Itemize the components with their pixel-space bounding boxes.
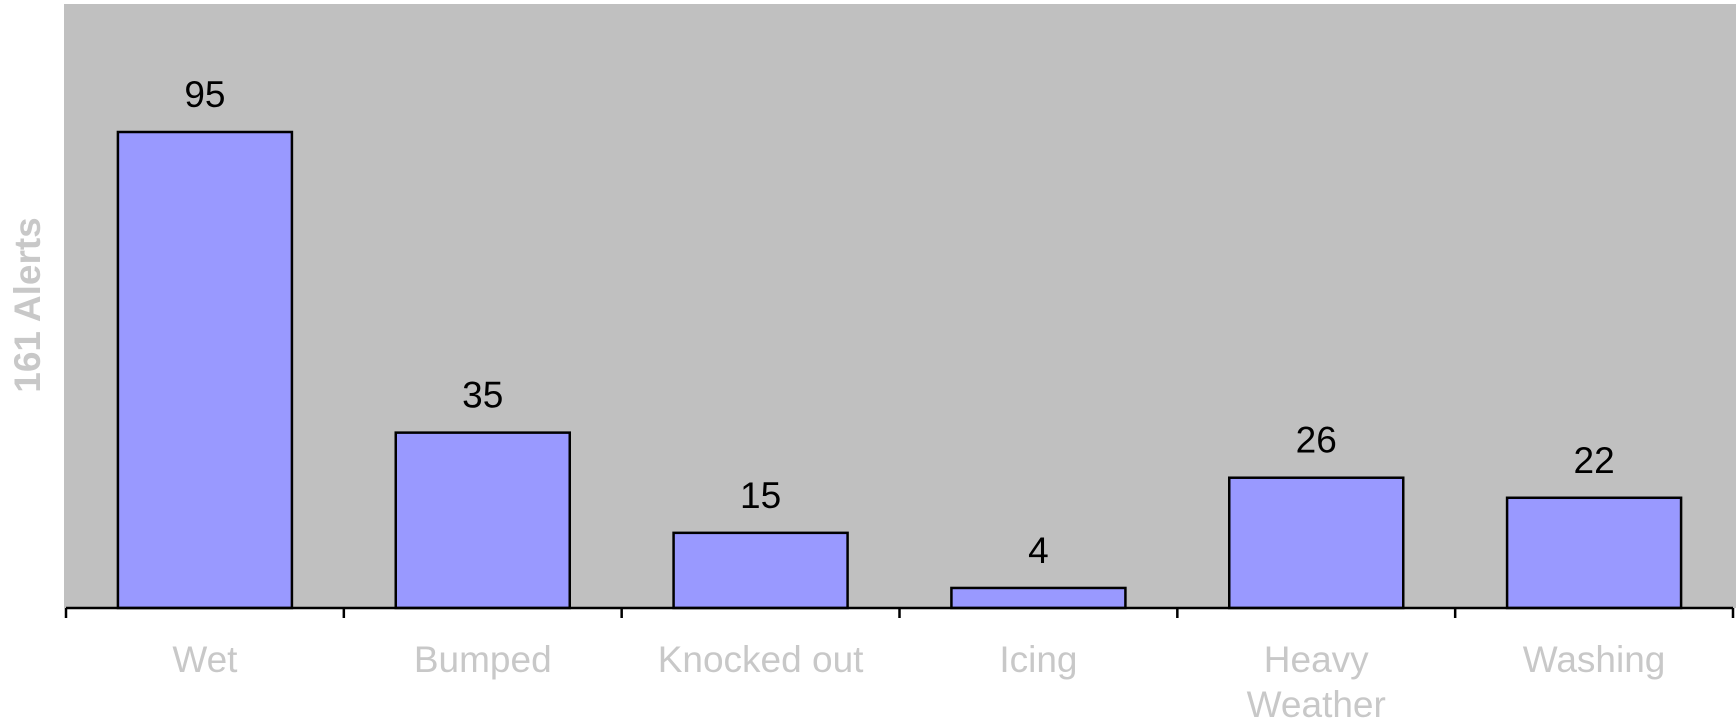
x-axis-ticks xyxy=(64,608,1735,618)
x-tick-label: Icing xyxy=(999,639,1077,680)
bar xyxy=(1228,476,1405,610)
x-tick-label: Heavy Weather xyxy=(1247,639,1386,725)
bar-value-label: 95 xyxy=(184,74,225,115)
bar-value-label: 26 xyxy=(1296,420,1337,461)
x-axis-tick-labels: Wet Bumped Knocked out Icing Heavy Weather Was… xyxy=(172,639,1665,725)
bar xyxy=(394,431,571,610)
bar xyxy=(1505,496,1683,610)
bar-value-label: 35 xyxy=(462,375,503,416)
y-axis-title: 161 Alerts xyxy=(7,217,48,393)
bar xyxy=(950,586,1127,610)
bar xyxy=(116,130,294,610)
bar-value-label: 22 xyxy=(1574,440,1615,481)
plot-area xyxy=(64,4,1736,608)
x-tick-label: Bumped xyxy=(414,639,552,680)
bar-value-label: 15 xyxy=(740,475,781,516)
data-labels-group: 95 35 15 4 26 22 xyxy=(184,74,1614,571)
x-tick-label: Washing xyxy=(1523,639,1666,680)
bars-group xyxy=(116,130,1683,610)
x-tick-label: Wet xyxy=(172,639,238,680)
x-tick-label: Knocked out xyxy=(658,639,864,680)
bar xyxy=(672,531,849,610)
bar-value-label: 4 xyxy=(1028,530,1049,571)
